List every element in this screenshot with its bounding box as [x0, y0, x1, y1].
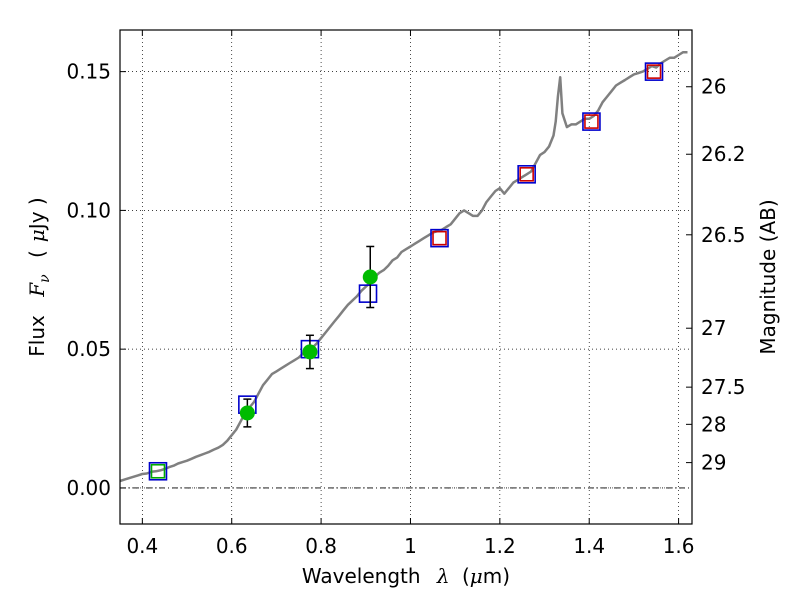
square-marker [358, 284, 378, 303]
y2-tick-label: 26.5 [701, 223, 746, 247]
square-marker [519, 167, 534, 182]
data-point [239, 405, 255, 421]
y-axis-title-symbol: F [25, 282, 49, 298]
x-axis-title-unit-mu: μ [470, 564, 483, 588]
y2-axis-title: Magnitude (AB) [756, 199, 780, 354]
plot-frame [119, 29, 693, 525]
y2-tick-label: 26.2 [701, 142, 746, 166]
x-tick-label: 1.2 [484, 534, 516, 558]
x-tick-label: 1.4 [573, 534, 605, 558]
x-axis-title-text: Wavelength [302, 564, 421, 588]
y2-tick-label: 27 [701, 316, 726, 340]
y-axis-title-unit-mu: μ [25, 229, 49, 242]
x-tick-label: 1.6 [663, 534, 695, 558]
axis-ticks: 0.4 0.6 0.8 1 1.2 1.4 1.6 0.00 0.05 0.10 0.15 26 26.… [66, 30, 746, 558]
y-axis-title-unit-close: Jy ) [25, 197, 49, 231]
y-tick-label: 0.10 [66, 198, 111, 222]
square-marker [517, 165, 536, 184]
y-tick-label: 0.15 [66, 60, 111, 84]
square-marker [646, 64, 662, 79]
photometry-markers [148, 62, 664, 481]
x-axis-title: Wavelength λ (μm) [302, 564, 510, 588]
square-marker [150, 463, 166, 479]
x-tick-label: 0.4 [126, 534, 158, 558]
square-marker [644, 62, 664, 81]
y2-tick-label: 26 [701, 75, 726, 99]
x-axis-title-unit-close: m) [483, 564, 510, 588]
y-tick-label: 0.00 [66, 476, 111, 500]
y-axis-title-unit-open: ( [25, 250, 49, 258]
model-spectrum-series [119, 50, 688, 483]
x-axis-title-symbol: λ [436, 564, 450, 588]
y-axis-title-symbol-sub: ν [37, 274, 53, 283]
y2-tick-label: 28 [701, 412, 726, 436]
y-axis-title-text: Flux [25, 315, 49, 357]
x-tick-label: 1 [404, 534, 417, 558]
spectrum-line [119, 50, 688, 483]
y-tick-label: 0.05 [66, 337, 111, 361]
y-axis-title: Flux Fν ( μJy ) [25, 197, 54, 356]
grid-lines [120, 30, 692, 524]
square-marker [432, 230, 447, 246]
y2-tick-label: 29 [701, 451, 726, 475]
square-marker [148, 461, 168, 481]
data-point [362, 269, 378, 285]
square-marker [584, 114, 599, 129]
x-axis-title-unit-open: ( [462, 564, 470, 588]
x-tick-label: 0.6 [216, 534, 248, 558]
square-marker [430, 228, 449, 248]
data-point [302, 344, 318, 360]
square-marker [582, 112, 601, 131]
x-tick-label: 0.8 [305, 534, 337, 558]
y2-tick-label: 27.5 [701, 375, 746, 399]
